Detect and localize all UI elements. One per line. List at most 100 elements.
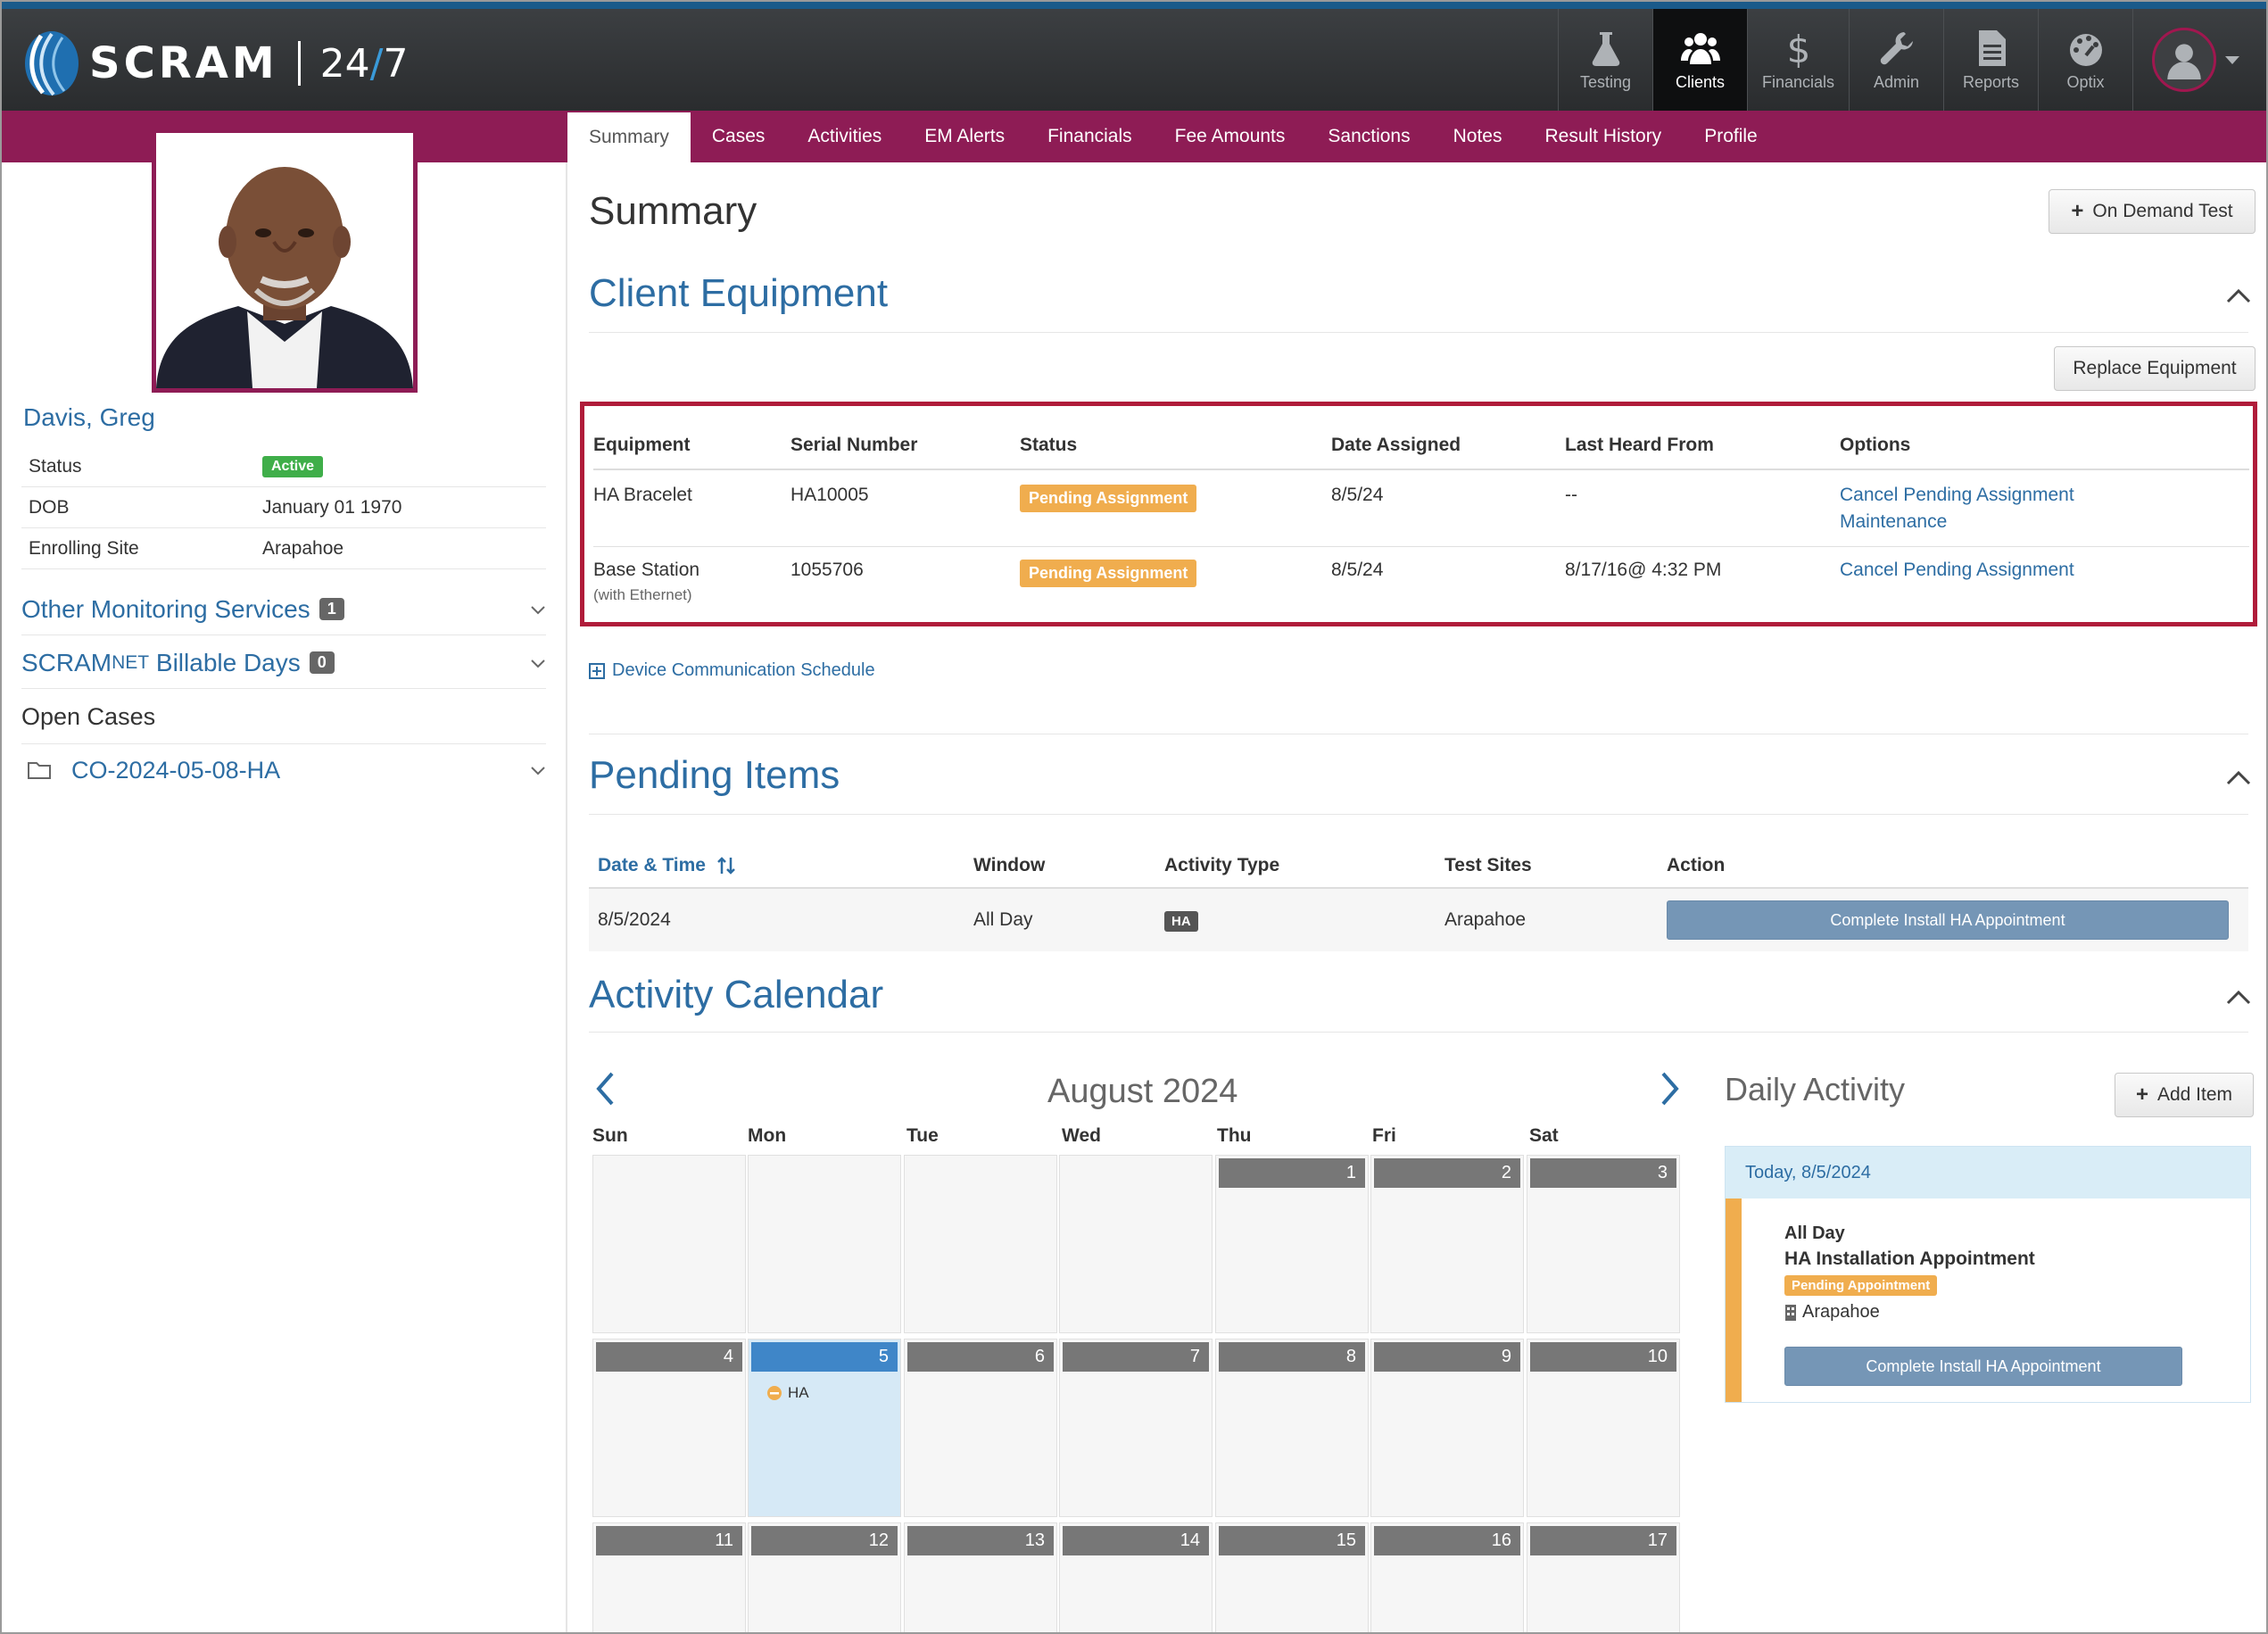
daily-activity-card: Today, 8/5/2024 All Day HA Installation … [1725,1146,2251,1403]
calendar-day-cell[interactable]: 9 [1370,1339,1524,1517]
tab-summary[interactable]: Summary [567,112,691,162]
client-photo [152,129,418,393]
chevron-down-icon [531,605,545,614]
day-number: 12 [751,1526,898,1555]
device-communication-schedule-toggle[interactable]: Device Communication Schedule [589,660,875,681]
equipment-table: Equipment Serial Number Status Date Assi… [593,406,2249,618]
nav-admin[interactable]: Admin [1849,9,1943,111]
chevron-down-icon [531,767,545,776]
serial-number: HA10005 [790,485,869,505]
svg-text:$: $ [1786,29,1810,68]
equipment-subtitle: (with Ethernet) [593,586,692,603]
calendar-day-cell[interactable]: 8 [1215,1339,1369,1517]
replace-equipment-button[interactable]: Replace Equipment [2054,346,2256,391]
other-monitoring-services-toggle[interactable]: Other Monitoring Services 1 [21,584,546,635]
calendar-day-cell[interactable] [748,1155,901,1333]
prev-month-icon[interactable] [594,1071,616,1107]
calendar-day-cell[interactable]: 7 [1059,1339,1213,1517]
col-date-time-sort[interactable]: Date & Time [589,855,973,876]
col-equipment: Equipment [593,435,691,455]
document-icon [1978,29,2006,66]
day-number: 6 [907,1342,1054,1372]
tab-em-alerts[interactable]: EM Alerts [924,126,1006,146]
calendar-day-cell[interactable]: 6 [904,1339,1057,1517]
next-month-icon[interactable] [1660,1071,1681,1107]
dow-label: Wed [1062,1125,1101,1146]
calendar-event[interactable]: HA [766,1384,809,1402]
tab-sanctions[interactable]: Sanctions [1328,126,1411,146]
section-divider [589,814,2248,815]
day-number: 15 [1219,1526,1365,1555]
gauge-icon [2069,33,2102,66]
tab-activities[interactable]: Activities [807,126,882,146]
top-navigation: Testing Clients $ Financials Admin Repor… [1558,9,2257,111]
maintenance-link[interactable]: Maintenance [1840,511,1948,532]
tab-result-history[interactable]: Result History [1544,126,1662,146]
chevron-up-icon[interactable] [2225,287,2252,305]
calendar-day-cell[interactable] [592,1155,746,1333]
calendar-day-cell[interactable]: 17 [1527,1522,1680,1632]
last-heard-from: 8/17/16@ 4:32 PM [1565,560,1722,580]
calendar-day-cell[interactable]: 13 [904,1522,1057,1632]
case-link[interactable]: CO-2024-05-08-HA [21,757,280,784]
info-row-status: Status Active [21,446,546,487]
complete-install-button[interactable]: Complete Install HA Appointment [1784,1347,2182,1386]
info-label: Status [29,455,82,477]
tab-cases[interactable]: Cases [711,126,766,146]
tab-notes[interactable]: Notes [1453,126,1502,146]
calendar-day-cell[interactable]: 2 [1370,1155,1524,1333]
calendar-day-cell[interactable]: 16 [1370,1522,1524,1632]
calendar-day-cell[interactable]: 14 [1059,1522,1213,1632]
day-number: 5 [751,1342,898,1372]
day-number: 3 [1530,1158,1676,1188]
nav-testing[interactable]: Testing [1558,9,1652,111]
nav-clients[interactable]: Clients [1652,9,1747,111]
day-number: 7 [1063,1342,1209,1372]
client-name-link[interactable]: Davis, Greg [23,403,155,431]
info-label: Enrolling Site [29,537,139,559]
tab-profile[interactable]: Profile [1704,126,1758,146]
status-badge: Pending Assignment [1020,485,1197,512]
add-item-button[interactable]: + Add Item [2115,1073,2254,1117]
calendar-day-cell[interactable]: 10 [1527,1339,1680,1517]
open-cases-label: Open Cases [21,703,156,730]
tab-financials[interactable]: Financials [1047,126,1132,146]
case-item[interactable]: CO-2024-05-08-HA [21,744,546,796]
dow-label: Fri [1372,1125,1396,1146]
nav-reports[interactable]: Reports [1943,9,2038,111]
complete-install-button[interactable]: Complete Install HA Appointment [1667,900,2229,940]
dow-label: Sun [592,1125,628,1146]
calendar-day-cell[interactable]: 1 [1215,1155,1369,1333]
nav-optix[interactable]: Optix [2038,9,2132,111]
nav-label: Testing [1579,72,1632,91]
scram-logo[interactable]: SCRAM 24/7 [21,25,409,102]
section-label: Other Monitoring Services 1 [21,595,344,624]
nav-financials[interactable]: $ Financials [1747,9,1849,111]
users-icon [1680,32,1720,64]
tab-fee-amounts[interactable]: Fee Amounts [1174,126,1286,146]
day-number: 9 [1374,1342,1520,1372]
section-divider [589,1032,2248,1033]
info-row-enrolling-site: Enrolling Site Arapahoe [21,528,546,569]
chevron-up-icon[interactable] [2225,989,2252,1007]
cancel-pending-assignment-link[interactable]: Cancel Pending Assignment [1840,560,2074,580]
calendar-month: August 2024 [1047,1073,1238,1110]
calendar-day-cell[interactable]: 12 [748,1522,901,1632]
calendar-day-cell[interactable]: 11 [592,1522,746,1632]
pending-date: 8/5/2024 [598,909,671,930]
chevron-up-icon[interactable] [2225,769,2252,787]
cancel-pending-assignment-link[interactable]: Cancel Pending Assignment [1840,485,2074,505]
billable-days-toggle[interactable]: SCRAM NET Billable Days 0 [21,637,546,689]
calendar-day-cell[interactable] [1059,1155,1213,1333]
section-label: SCRAM NET Billable Days 0 [21,649,335,677]
table-row: Base Station (with Ethernet) 1055706 Pen… [593,547,2249,618]
calendar-day-cell[interactable]: 4 [592,1339,746,1517]
building-icon [1785,1304,1796,1321]
user-menu[interactable] [2132,9,2257,111]
on-demand-test-button[interactable]: + On Demand Test [2049,189,2256,234]
calendar-day-cell[interactable]: 15 [1215,1522,1369,1632]
calendar-day-cell-today[interactable]: 5 HA [748,1339,901,1517]
calendar-day-cell[interactable]: 3 [1527,1155,1680,1333]
calendar-day-cell[interactable] [904,1155,1057,1333]
